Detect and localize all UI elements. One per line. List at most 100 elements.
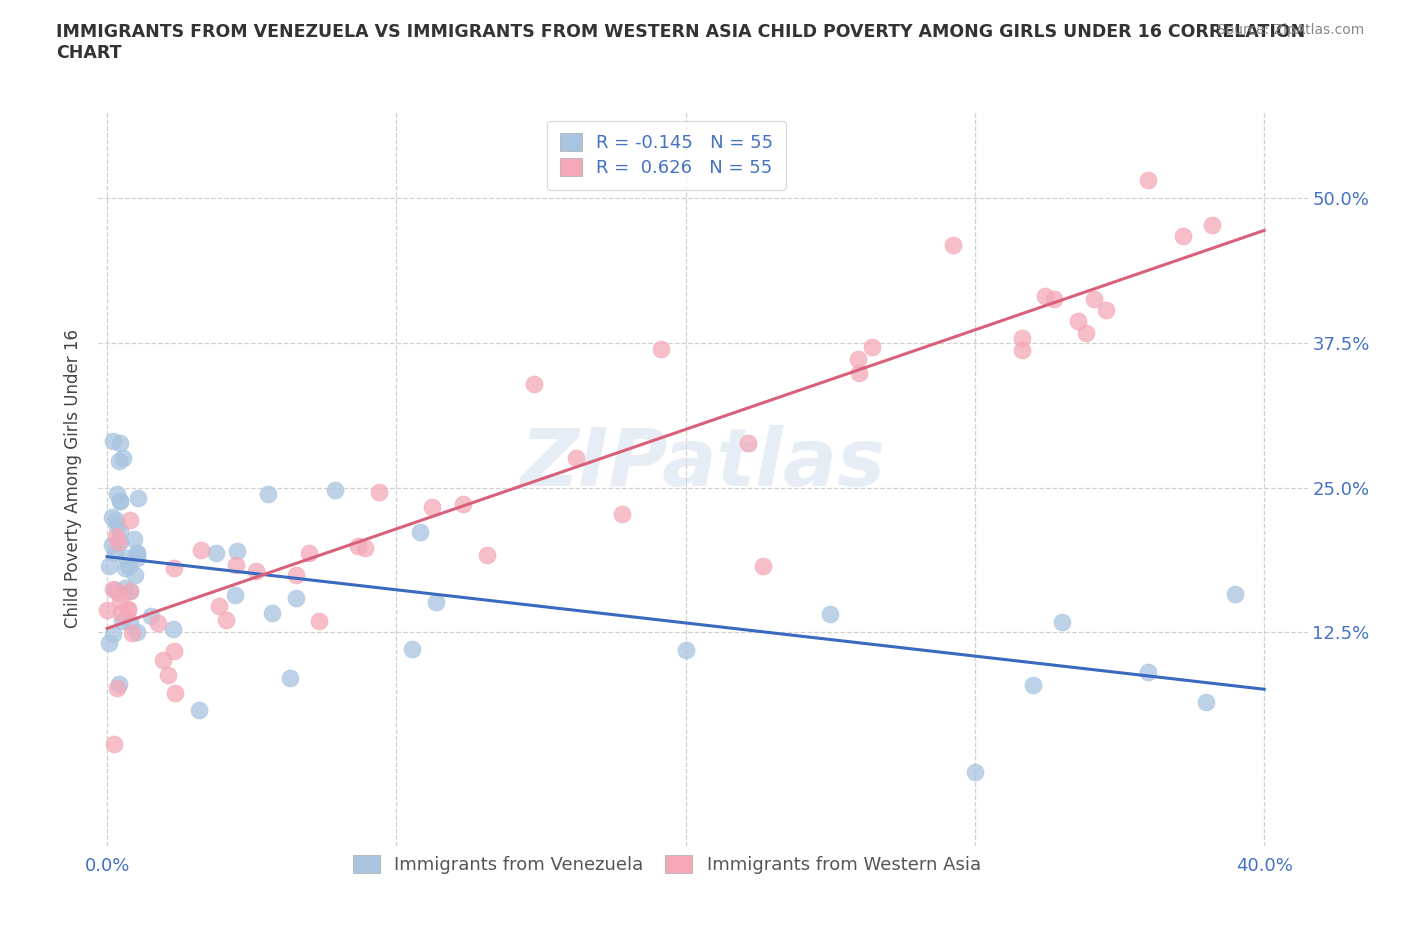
Point [278,671,301,685]
Point [124,568,146,583]
Point [127,546,149,561]
Point [114,551,136,565]
Point [1094,302,1116,317]
Point [120,583,142,598]
Point [225,557,247,572]
Point [120,512,142,527]
Point [163,644,186,658]
Point [148,615,170,630]
Point [208,599,231,614]
Point [110,606,132,621]
Point [165,685,187,700]
Point [117,603,139,618]
Point [120,583,142,598]
Point [108,493,131,508]
Point [100,509,122,524]
Point [105,519,128,534]
Point [118,559,141,574]
Point [127,490,149,505]
Point [610,506,633,521]
Text: ZIPatlas: ZIPatlas [520,425,886,503]
Point [941,238,963,253]
Point [107,487,129,502]
Point [117,601,139,616]
Point [122,532,145,547]
Point [110,436,132,451]
Point [308,614,330,629]
Point [401,642,423,657]
Point [353,540,375,555]
Y-axis label: Child Poverty Among Girls Under 16: Child Poverty Among Girls Under 16 [65,329,83,629]
Point [139,609,162,624]
Point [107,676,129,691]
Point [224,588,246,603]
Point [323,482,346,497]
Point [110,494,132,509]
Point [284,591,307,605]
Point [215,612,238,627]
Point [523,377,546,392]
Point [114,560,136,575]
Point [105,681,128,696]
Point [245,564,267,578]
Point [104,582,127,597]
Point [163,561,186,576]
Point [846,351,869,365]
Point [108,535,131,550]
Point [1195,695,1218,710]
Text: Source: ZipAtlas.com: Source: ZipAtlas.com [1216,23,1364,37]
Point [1225,586,1247,601]
Point [101,433,124,448]
Point [1066,314,1088,329]
Point [108,524,131,538]
Point [860,339,883,354]
Point [1136,172,1159,187]
Point [1011,343,1033,358]
Point [1033,289,1056,304]
Point [96,603,118,618]
Point [108,593,131,608]
Point [751,559,773,574]
Point [152,653,174,668]
Point [420,500,443,515]
Point [1171,228,1194,243]
Point [1050,614,1073,629]
Point [157,668,180,683]
Point [104,546,127,561]
Point [226,543,249,558]
Point [284,567,307,582]
Point [190,542,212,557]
Point [737,436,759,451]
Point [108,586,131,601]
Point [111,451,134,466]
Point [1042,291,1064,306]
Point [103,737,125,751]
Point [1074,326,1097,340]
Point [409,525,432,539]
Point [347,538,370,553]
Point [1083,291,1105,306]
Point [114,580,136,595]
Point [565,451,588,466]
Point [1201,218,1223,232]
Point [125,551,148,565]
Point [125,545,148,560]
Text: IMMIGRANTS FROM VENEZUELA VS IMMIGRANTS FROM WESTERN ASIA CHILD POVERTY AMONG GI: IMMIGRANTS FROM VENEZUELA VS IMMIGRANTS … [56,23,1306,62]
Point [125,625,148,640]
Point [187,703,209,718]
Point [1011,331,1033,346]
Point [162,621,184,636]
Point [111,614,134,629]
Point [107,535,129,550]
Point [451,497,474,512]
Point [1137,665,1160,680]
Point [368,485,391,499]
Point [105,512,128,527]
Point [204,545,226,560]
Point [963,764,986,779]
Point [425,594,447,609]
Point [475,547,498,562]
Point [101,582,124,597]
Point [650,342,672,357]
Point [97,559,120,574]
